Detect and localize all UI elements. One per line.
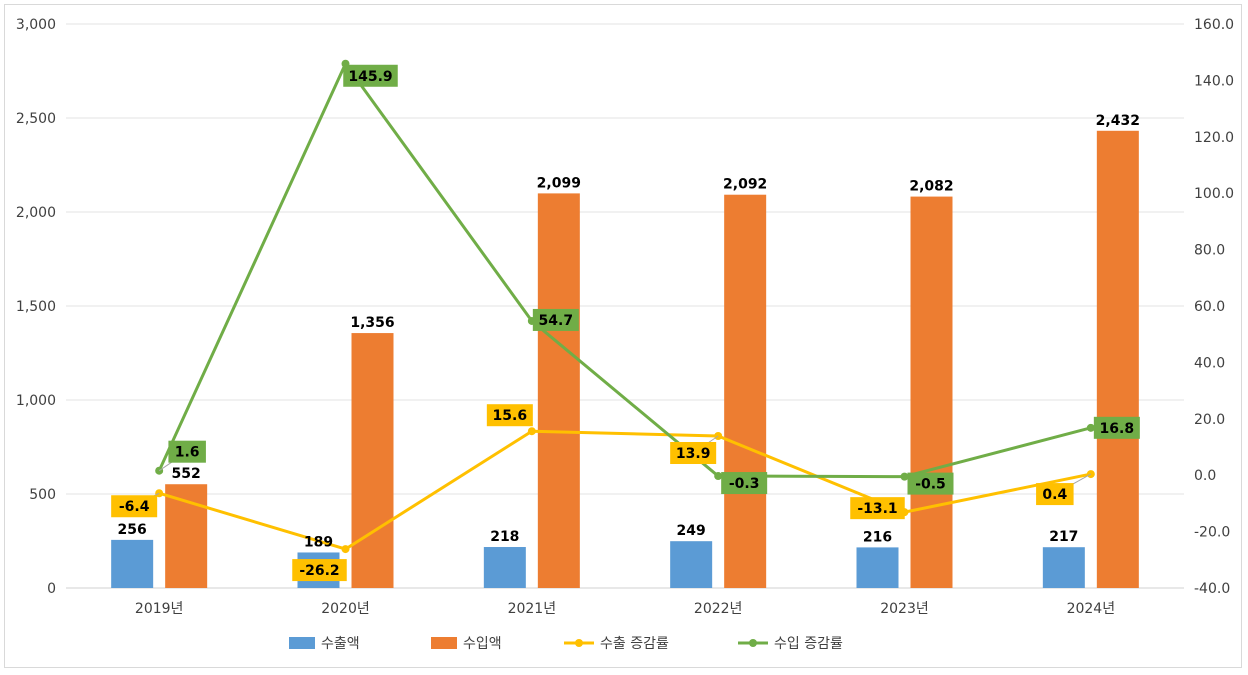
rate-value-label: 1.6 — [175, 445, 200, 461]
rate-label-box — [850, 497, 905, 520]
right-tick-label: 40.0 — [1194, 355, 1225, 371]
right-tick-label: 100.0 — [1194, 186, 1234, 202]
right-axis: -40.0 -20.0 0.0 20.0 40.0 60.0 80.0 100.0 120.0 1… — [1194, 17, 1234, 597]
line-point — [1086, 423, 1095, 432]
bar-value-label: 189 — [304, 534, 333, 550]
bar-value-label: 216 — [863, 529, 892, 545]
legend-swatch — [289, 637, 315, 649]
left-tick-label: 1,000 — [16, 393, 56, 409]
right-tick-label: 60.0 — [1194, 299, 1225, 315]
line-export-rate — [158, 429, 1092, 551]
bar-value-label: 249 — [677, 523, 706, 539]
right-tick-label: 140.0 — [1194, 73, 1234, 89]
bar-import — [1096, 130, 1139, 588]
rate-value-label: -26.2 — [299, 563, 339, 579]
left-tick-label: 3,000 — [16, 17, 56, 33]
line-point — [341, 545, 350, 554]
bar-import — [537, 193, 580, 588]
legend: 수출액 수입액 수출 증감률 수입 증감률 — [289, 636, 843, 652]
rate-value-label: -6.4 — [119, 499, 150, 515]
line-import-rate — [157, 62, 1092, 479]
left-tick-label: 500 — [29, 487, 56, 503]
rate-label-box — [1093, 416, 1140, 439]
legend-label: 수출 증감률 — [600, 636, 669, 652]
x-tick-label: 2024년 — [1067, 601, 1116, 617]
rate-label-box — [292, 559, 347, 582]
bar-value-label: 2,092 — [723, 177, 767, 193]
rate-label-box — [532, 308, 579, 331]
x-axis: 2019년 2020년 2021년 2022년 2023년 2024년 — [66, 587, 1184, 617]
bar-export — [856, 547, 899, 588]
bar-export — [111, 539, 154, 588]
line-point — [527, 427, 536, 436]
bar-value-label: 2,099 — [537, 175, 581, 191]
bar-value-label: 217 — [1049, 529, 1078, 545]
line-point — [714, 472, 723, 481]
bars — [111, 130, 1139, 589]
left-axis: 0 500 1,000 1,500 2,000 2,500 3,000 — [16, 17, 56, 597]
line-point — [900, 472, 909, 481]
legend-label: 수출액 — [321, 636, 360, 652]
x-tick-label: 2020년 — [321, 601, 370, 617]
legend-label: 수입액 — [463, 636, 502, 652]
bar-import — [910, 196, 953, 589]
left-tick-label: 2,500 — [16, 111, 56, 127]
rate-label-box — [721, 472, 768, 495]
left-tick-label: 0 — [47, 581, 56, 597]
rate-label-box — [343, 64, 398, 87]
rate-label-box — [1036, 483, 1074, 506]
right-tick-label: 120.0 — [1194, 130, 1234, 146]
bar-value-label: 1,356 — [350, 315, 394, 331]
left-tick-label: 1,500 — [16, 299, 56, 315]
bar-value-label: 2,082 — [909, 179, 953, 195]
right-tick-label: 20.0 — [1194, 412, 1225, 428]
legend-swatch — [431, 637, 457, 649]
rate-value-label: 16.8 — [1100, 421, 1135, 437]
rate-value-label: 54.7 — [539, 313, 574, 329]
legend-marker — [749, 639, 757, 647]
right-tick-label: -40.0 — [1194, 581, 1230, 597]
rate-label-box — [486, 404, 533, 427]
bar-export — [670, 541, 713, 588]
x-tick-label: 2019년 — [135, 601, 184, 617]
x-tick-label: 2022년 — [694, 601, 743, 617]
bar-value-label: 552 — [172, 466, 201, 482]
rate-label-box — [168, 440, 206, 463]
right-tick-label: 160.0 — [1194, 17, 1234, 33]
chart-frame — [4, 4, 1242, 668]
lines — [155, 59, 1095, 554]
rate-value-label: 13.9 — [676, 446, 711, 462]
x-tick-label: 2021년 — [508, 601, 557, 617]
bar-value-label: 2,432 — [1096, 113, 1140, 129]
bar-import — [724, 194, 767, 589]
bar-value-label: 218 — [490, 529, 519, 545]
bar-export — [483, 547, 526, 588]
right-tick-label: -20.0 — [1194, 525, 1230, 541]
gridlines — [66, 23, 1184, 495]
rate-value-label: -0.3 — [729, 476, 760, 492]
rate-value-label: 145.9 — [348, 69, 392, 85]
rate-label-box — [111, 495, 158, 518]
rate-value-label: 0.4 — [1042, 487, 1067, 503]
x-tick-label: 2023년 — [880, 601, 929, 617]
legend-label: 수입 증감률 — [774, 636, 843, 652]
rate-label-box — [907, 472, 954, 495]
rate-value-label: -13.1 — [857, 501, 897, 517]
legend-marker — [575, 639, 583, 647]
bar-import — [351, 333, 394, 588]
left-tick-label: 2,000 — [16, 205, 56, 221]
rate-value-label: -0.5 — [915, 477, 946, 493]
bar-value-label: 256 — [118, 522, 147, 538]
rate-value-label: 15.6 — [493, 408, 528, 424]
bar-export — [1042, 547, 1085, 588]
right-tick-label: 0.0 — [1194, 468, 1216, 484]
data-labels: 256 189 218 249 216 217 552 1,356 2,099 2,092 2,08… — [111, 64, 1140, 582]
right-tick-label: 80.0 — [1194, 243, 1225, 259]
rate-label-box — [670, 442, 717, 465]
